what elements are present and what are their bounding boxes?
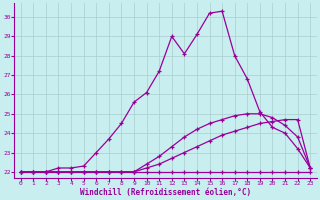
X-axis label: Windchill (Refroidissement éolien,°C): Windchill (Refroidissement éolien,°C)	[80, 188, 251, 197]
